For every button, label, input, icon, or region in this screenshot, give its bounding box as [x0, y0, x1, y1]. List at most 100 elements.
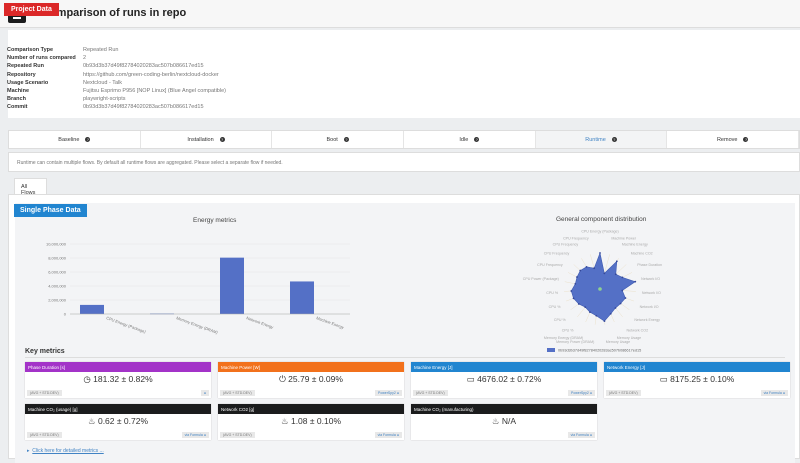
radar-center — [598, 287, 602, 291]
power-icon: ⏻ — [279, 374, 286, 384]
metric-value: 8175.25 ± 0.10% — [670, 374, 735, 384]
metric-source[interactable]: PowerSpy2 ● — [567, 390, 595, 396]
step-runtime[interactable]: Runtime? — [535, 131, 668, 148]
help-icon[interactable]: ? — [611, 137, 617, 142]
radar-point — [614, 307, 617, 309]
radar-point — [603, 320, 606, 322]
runtime-info: Runtime can contain multiple flows. By d… — [8, 152, 800, 172]
detailed-metrics-link-text[interactable]: Click here for detailed metrics ... — [32, 448, 104, 454]
metric-title: Network CO2 [g] — [218, 404, 404, 414]
metric-source-text: via Formula — [184, 433, 203, 437]
metric-source[interactable]: via Formula ● — [760, 390, 788, 396]
single-phase-label: Single Phase Data — [14, 204, 87, 217]
project-row: Number of runs compared 2 — [7, 54, 226, 62]
metric-source-text: via Formula — [763, 391, 782, 395]
radar-axis-label: Machine CO2 — [631, 251, 653, 255]
project-row: Branch playwright-scripts — [7, 95, 226, 103]
tab-all-flows[interactable]: All Flows — [14, 178, 47, 196]
metric-value: 4676.02 ± 0.72% — [477, 374, 542, 384]
info-icon[interactable]: ● — [203, 391, 206, 395]
x-tick-label: Memory Energy (DRAM) — [176, 315, 219, 335]
project-value: Repeated Run — [83, 47, 119, 53]
radar-point — [595, 314, 598, 317]
radar-axis-label: CPU Frequency — [537, 263, 563, 267]
metric-source[interactable]: via Formula ● — [374, 432, 402, 438]
metric-stat-label: (AVG + STD.DEV) — [413, 390, 448, 396]
battery-icon: ▭ — [466, 374, 475, 384]
help-icon[interactable]: ? — [743, 137, 749, 142]
x-tick-label: Machine Energy — [316, 315, 345, 330]
help-icon[interactable]: ? — [85, 137, 91, 142]
help-icon[interactable]: ? — [343, 137, 349, 142]
info-icon[interactable]: ● — [589, 433, 592, 437]
metric-source[interactable]: via Formula ● — [567, 432, 595, 438]
metric-value-row: ♨ N/A — [411, 416, 597, 427]
project-row: Comparison Type Repeated Run — [7, 46, 226, 54]
top-header: Comparison of runs in repo — [0, 0, 800, 28]
radar-point — [615, 260, 618, 263]
step-label: Baseline — [58, 136, 80, 143]
energy-bar-chart: 0 2,000,000 4,000,000 6,000,000 8,000,000 10,… — [46, 242, 350, 335]
metric-value: N/A — [501, 416, 517, 426]
fire-icon: ♨ — [87, 416, 96, 426]
bar — [80, 304, 104, 314]
metric-value-row: ◷ 181.32 ± 0.82% — [25, 374, 211, 385]
project-key: Usage Scenario — [7, 79, 49, 86]
metric-source[interactable]: via Formula ● — [181, 432, 209, 438]
metric-source-text: via Formula — [570, 433, 589, 437]
radar-axis-label: Network I/O — [640, 305, 659, 309]
metric-stat-label: (AVG + STD.DEV) — [606, 390, 641, 396]
radar-point — [585, 265, 588, 268]
radar-point — [570, 290, 573, 292]
page-title: Comparison of runs in repo — [42, 7, 187, 19]
project-row: Commit 0b93d3b37d49f82784020283ac507b0866… — [7, 103, 226, 111]
radar-point — [621, 276, 624, 279]
radar-point — [574, 282, 577, 285]
radar-axis-label: Memory Energy (DRAM) — [544, 336, 583, 340]
detailed-metrics-link[interactable]: ▸ Click here for detailed metrics ... — [27, 448, 104, 454]
info-icon[interactable]: ● — [396, 391, 399, 395]
project-value: playwright-scripts — [83, 96, 126, 103]
metric-source[interactable]: PowerSpy2 ● — [374, 390, 402, 396]
y-tick-label: 2,000,000 — [48, 298, 67, 303]
metric-value-row: ♨ 1.08 ± 0.10% — [218, 416, 404, 427]
help-icon[interactable]: ? — [219, 137, 225, 142]
metric-title: Machine CO₂ (usage) [g] — [25, 404, 211, 414]
step-installation[interactable]: Installation? — [141, 131, 273, 148]
metric-title: Machine Energy [J] — [411, 362, 597, 372]
radar-point — [572, 297, 575, 300]
y-tick-label: 10,000,000 — [46, 242, 67, 247]
project-key: Commit — [7, 104, 28, 111]
project-key: Repeated Run — [7, 63, 44, 70]
metric-value: 0.62 ± 0.72% — [97, 416, 149, 426]
radar-chart-title: General component distribution — [556, 216, 647, 223]
metric-source[interactable]: ● — [200, 390, 209, 396]
phase-steps: Baseline? Installation? Boot? Idle? Runtime?… — [8, 130, 800, 149]
x-tick-label: Network Energy — [246, 315, 274, 329]
metric-stat-label: (AVG + STD.DEV) — [220, 432, 255, 438]
info-icon[interactable]: ● — [589, 391, 592, 395]
info-icon[interactable]: ● — [782, 391, 785, 395]
metric-title: Machine Power [W] — [218, 362, 404, 372]
radar-point — [576, 276, 578, 278]
info-icon[interactable]: ● — [203, 433, 206, 437]
step-baseline[interactable]: Baseline? — [9, 131, 141, 148]
metric-value: 181.32 ± 0.82% — [93, 374, 153, 384]
radar-axis-label: Network Energy — [634, 318, 660, 322]
step-remove[interactable]: Remove? — [667, 131, 800, 148]
radar-axis-label: Memory Power (DRAM) — [556, 340, 594, 344]
radar-point — [614, 273, 617, 276]
metric-source-text: PowerSpy2 — [570, 391, 589, 395]
metric-value-row: ▭ 8175.25 ± 0.10% — [604, 374, 790, 385]
step-idle[interactable]: Idle? — [404, 131, 536, 148]
radar-axis-label: CPU % — [562, 328, 575, 332]
radar-point — [577, 303, 580, 305]
info-icon[interactable]: ● — [396, 433, 399, 437]
bar — [290, 281, 314, 314]
fire-icon: ♨ — [491, 416, 500, 426]
step-boot[interactable]: Boot? — [272, 131, 405, 148]
radar-point — [621, 289, 624, 292]
radar-axis-label: CPU % — [554, 318, 567, 322]
project-value: https://github.com/green-coding-berlin/n… — [83, 71, 219, 78]
help-icon[interactable]: ? — [474, 137, 480, 142]
